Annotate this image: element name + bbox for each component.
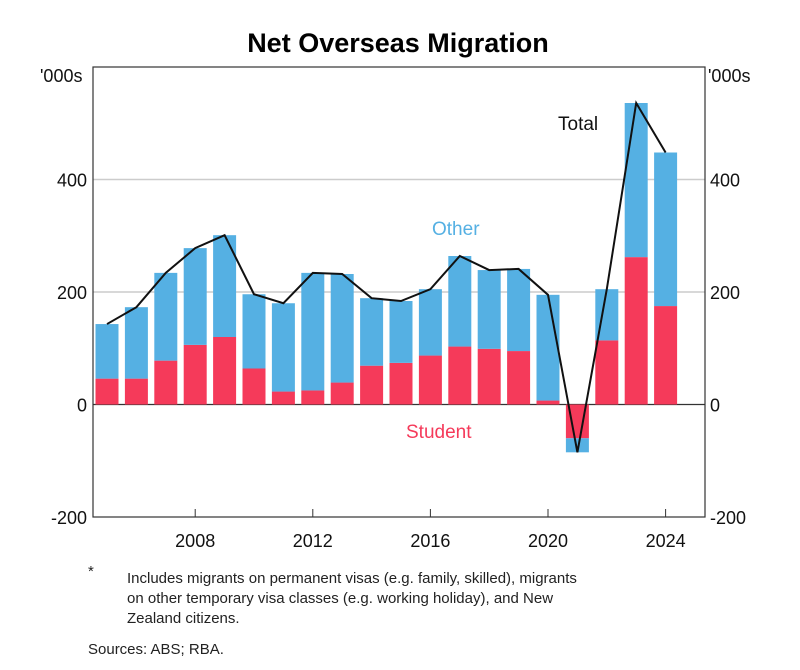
bar-other-2024 (654, 152, 678, 307)
x-tick-label: 2020 (528, 531, 568, 551)
bar-student-2012 (301, 390, 325, 405)
y-tick-label-right: 400 (710, 171, 740, 191)
bar-other-2015 (389, 301, 413, 363)
footnote-line: Zealand citizens. (127, 610, 240, 627)
bar-other-2008 (183, 248, 207, 345)
bar-other-2014 (360, 298, 384, 366)
chart: Net Overseas Migration -200 -200 0 0 200 200 4… (40, 28, 750, 551)
bar-other-2005 (95, 324, 119, 379)
x-tick-label: 2012 (293, 531, 333, 551)
bar-student-2013 (330, 382, 354, 405)
bar-student-2016 (418, 355, 442, 405)
y-unit-left: '000s (40, 66, 82, 86)
bar-other-2013 (330, 274, 354, 383)
bar-student-2021 (565, 404, 589, 439)
label-student: Student (406, 422, 472, 443)
bar-student-2005 (95, 378, 119, 405)
bar-other-2006 (124, 307, 148, 379)
sources: Sources: ABS; RBA. (88, 641, 224, 658)
footnote-marker: * (88, 563, 94, 580)
bar-student-2009 (213, 337, 237, 405)
bar-student-2007 (154, 360, 178, 405)
footnote-line: on other temporary visa classes (e.g. wo… (127, 590, 554, 607)
bar-student-2024 (654, 306, 678, 405)
label-other: Other (432, 219, 480, 240)
bar-student-2018 (477, 348, 501, 405)
bar-student-2006 (124, 378, 148, 405)
bar-other-2010 (242, 294, 266, 369)
bar-student-2019 (507, 351, 531, 405)
bar-student-2020 (536, 400, 560, 405)
bar-other-2018 (477, 270, 501, 349)
bar-other-2023 (624, 103, 648, 258)
x-tick-label: 2024 (646, 531, 686, 551)
label-total: Total (558, 114, 598, 135)
footnote: Includes migrants on permanent visas (e.… (127, 569, 577, 629)
chart-title: Net Overseas Migration (247, 28, 549, 58)
y-tick-label-right: 200 (710, 283, 740, 303)
bar-other-2020 (536, 294, 560, 401)
y-tick-label-left: -200 (51, 508, 87, 528)
bar-student-2014 (360, 365, 384, 405)
y-tick-label-left: 0 (77, 396, 87, 416)
bar-other-2007 (154, 272, 178, 361)
bar-student-2011 (271, 391, 295, 405)
y-tick-label-right: -200 (710, 508, 746, 528)
footnote-line: Includes migrants on permanent visas (e.… (127, 570, 577, 587)
plot-frame (92, 66, 706, 518)
bar-other-2022 (595, 289, 619, 341)
total-line (106, 100, 667, 453)
bar-other-2021 (565, 438, 589, 453)
bar-student-2023 (624, 257, 648, 405)
bar-other-2017 (448, 256, 472, 347)
y-tick-label-right: 0 (710, 396, 720, 416)
bar-other-2009 (213, 235, 237, 337)
bar-other-2019 (507, 268, 531, 352)
bar-other-2012 (301, 272, 325, 391)
bar-other-2016 (418, 289, 442, 356)
bar-student-2022 (595, 340, 619, 405)
y-tick-label-left: 400 (57, 171, 87, 191)
bar-student-2010 (242, 368, 266, 405)
bar-other-2011 (271, 303, 295, 392)
y-unit-right: '000s (708, 66, 750, 86)
y-tick-label-left: 200 (57, 283, 87, 303)
bar-student-2008 (183, 344, 207, 405)
bar-student-2017 (448, 346, 472, 405)
x-tick-label: 2016 (410, 531, 450, 551)
x-tick-label: 2008 (175, 531, 215, 551)
bar-student-2015 (389, 362, 413, 405)
